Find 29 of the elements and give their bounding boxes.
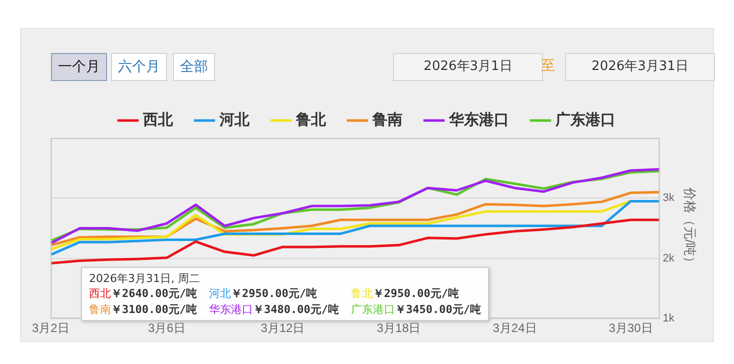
legend-label: 鲁北 [295,110,327,128]
x-tick-label: 3月24日 [492,321,537,336]
legend-label: 广东港口 [554,110,616,128]
text: 全部 [173,53,215,81]
text: 至 [541,57,555,76]
annotation: 华东港口￥3480.00元/吨 [208,303,339,316]
annotation: 鲁南￥3100.00元/吨 [89,303,197,316]
legend-label: 鲁南 [372,110,402,128]
x-tick-label: 3月30日 [608,321,653,336]
legend-label: 华东港口 [448,110,509,128]
text: 六个月 [111,53,167,81]
x-tick-label: 3月12日 [260,321,305,336]
legend-label: 河北 [218,110,250,128]
y-tick-label: 1k [662,312,675,325]
annotation: 西北￥2640.00元/吨 [89,287,197,300]
annotation: 河北￥2950.00元/吨 [208,287,317,300]
text: 一个月 [51,53,107,81]
annotation: 鲁北￥2950.00元/吨 [350,287,459,300]
y-axis-title: 价格（元/吨） [682,186,698,270]
text: 2026年3月31日 [565,53,715,81]
x-tick-label: 3月2日 [32,321,70,336]
annotation: 广东港口￥3450.00元/吨 [350,303,481,316]
x-tick-label: 3月6日 [148,321,186,336]
x-tick-label: 3月18日 [376,321,421,336]
text: 2026年3月1日 [424,59,512,74]
y-tick-label: 3k [662,192,675,204]
annotation: 2026年3月31日, 周二 [89,271,201,286]
y-tick-label: 2k [662,252,675,264]
legend-label: 西北 [142,110,174,128]
